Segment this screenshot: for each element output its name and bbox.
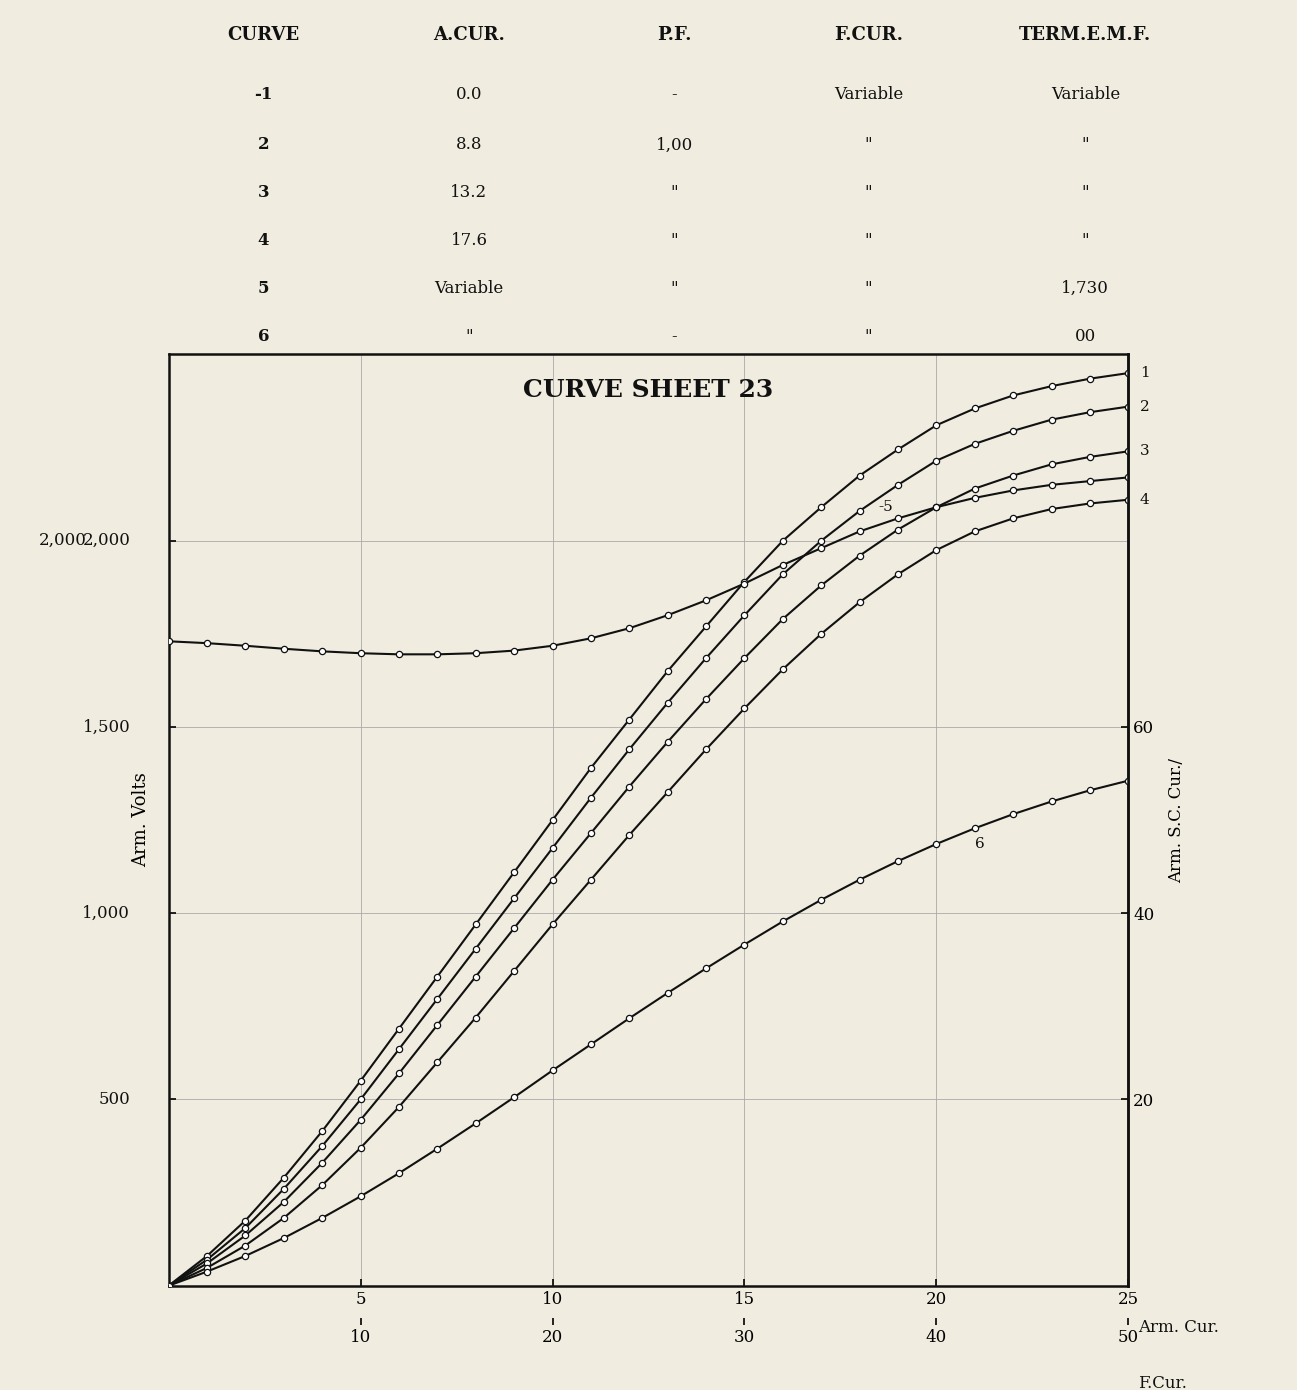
Text: 13.2: 13.2 bbox=[450, 185, 488, 202]
Y-axis label: Arm. S.C. Cur./: Arm. S.C. Cur./ bbox=[1169, 758, 1185, 883]
Text: 4: 4 bbox=[258, 232, 270, 249]
Text: ": " bbox=[865, 279, 873, 297]
Text: Arm. Cur.: Arm. Cur. bbox=[1137, 1319, 1219, 1336]
Text: ": " bbox=[865, 136, 873, 153]
Text: 2: 2 bbox=[1140, 399, 1149, 414]
Text: A.CUR.: A.CUR. bbox=[433, 26, 505, 44]
Text: 1,00: 1,00 bbox=[656, 136, 693, 153]
Text: 3: 3 bbox=[258, 185, 270, 202]
Text: ": " bbox=[671, 232, 678, 249]
Text: 8.8: 8.8 bbox=[455, 136, 482, 153]
Text: 2,000: 2,000 bbox=[82, 532, 130, 549]
Text: 5: 5 bbox=[258, 279, 270, 297]
Text: 1,500: 1,500 bbox=[83, 719, 130, 735]
Text: Variable: Variable bbox=[834, 86, 903, 103]
Text: 3: 3 bbox=[1140, 445, 1149, 459]
Text: 500: 500 bbox=[99, 1091, 130, 1108]
Text: F.CUR.: F.CUR. bbox=[834, 26, 903, 44]
Text: ": " bbox=[1082, 232, 1089, 249]
Text: 2,000: 2,000 bbox=[39, 532, 87, 549]
Text: ": " bbox=[865, 185, 873, 202]
Y-axis label: Arm. Volts: Arm. Volts bbox=[132, 773, 150, 867]
Text: ": " bbox=[466, 328, 473, 345]
Text: 00: 00 bbox=[1075, 328, 1096, 345]
Text: CURVE: CURVE bbox=[227, 26, 300, 44]
Text: -5: -5 bbox=[879, 500, 894, 514]
Text: ": " bbox=[1082, 136, 1089, 153]
Text: ": " bbox=[671, 279, 678, 297]
Text: 4: 4 bbox=[1140, 492, 1149, 507]
Text: P.F.: P.F. bbox=[658, 26, 691, 44]
Text: -: - bbox=[672, 328, 677, 345]
Text: 6: 6 bbox=[975, 837, 984, 851]
Text: Variable: Variable bbox=[434, 279, 503, 297]
Text: ": " bbox=[1082, 185, 1089, 202]
Text: -: - bbox=[672, 86, 677, 103]
Text: 1: 1 bbox=[1140, 366, 1149, 379]
Text: ": " bbox=[671, 185, 678, 202]
Text: Variable: Variable bbox=[1051, 86, 1119, 103]
Text: 6: 6 bbox=[258, 328, 270, 345]
Text: F.Cur.: F.Cur. bbox=[1137, 1375, 1187, 1390]
Text: 1,730: 1,730 bbox=[1061, 279, 1109, 297]
Text: -1: -1 bbox=[254, 86, 272, 103]
Text: 17.6: 17.6 bbox=[450, 232, 488, 249]
Text: 1,000: 1,000 bbox=[82, 905, 130, 922]
Text: TERM.E.M.F.: TERM.E.M.F. bbox=[1019, 26, 1152, 44]
Text: ": " bbox=[865, 328, 873, 345]
Text: ": " bbox=[865, 232, 873, 249]
Text: CURVE SHEET 23: CURVE SHEET 23 bbox=[524, 378, 773, 402]
Text: 0.0: 0.0 bbox=[455, 86, 482, 103]
Text: 2: 2 bbox=[258, 136, 270, 153]
